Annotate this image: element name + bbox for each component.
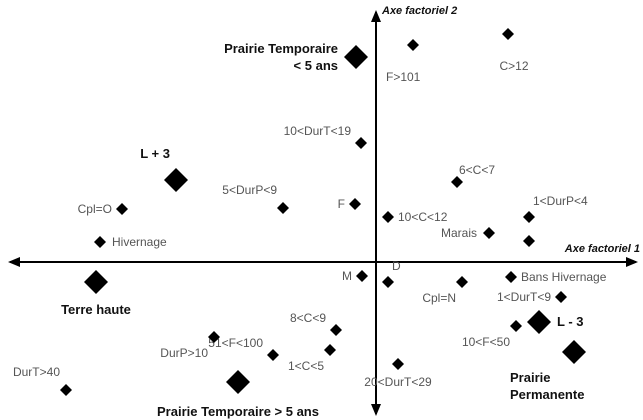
data-point-marker — [483, 227, 495, 239]
point-label: L + 3 — [140, 146, 170, 161]
data-point-marker — [277, 202, 289, 214]
point-label: 1<DurT<9 — [497, 290, 551, 304]
x-axis-arrow-right — [626, 257, 638, 267]
point-label: 5<DurP<9 — [222, 183, 277, 197]
data-point-marker — [60, 384, 72, 396]
point-label: D — [392, 259, 401, 273]
y-axis-arrow-top — [371, 10, 381, 22]
data-point-marker — [502, 28, 514, 40]
point-label: F>101 — [386, 70, 421, 84]
point-label: Cpl=N — [422, 291, 456, 305]
point-label: Prairie Permanente — [510, 370, 584, 402]
axes-group: Axe factoriel 1 Axe factoriel 2 — [8, 5, 640, 416]
data-point-marker — [523, 235, 535, 247]
data-point-marker — [456, 276, 468, 288]
point-label: Prairie Temporaire > 5 ans — [157, 404, 319, 419]
data-point-marker — [267, 349, 279, 361]
data-point-marker — [382, 211, 394, 223]
data-point-marker — [164, 168, 188, 192]
point-label: Bans Hivernage — [521, 270, 607, 284]
data-point-marker — [94, 236, 106, 248]
point-label: Cpl=O — [78, 202, 112, 216]
point-label: 1<C<5 — [288, 359, 324, 373]
data-point-marker — [356, 270, 368, 282]
point-label: Hivernage — [112, 235, 167, 249]
data-point-marker — [451, 176, 463, 188]
y-axis-label: Axe factoriel 2 — [381, 5, 457, 17]
data-point-marker — [116, 203, 128, 215]
data-point-marker — [392, 358, 404, 370]
point-label: 10<C<12 — [398, 210, 448, 224]
data-point-marker — [355, 137, 367, 149]
data-point-marker — [523, 211, 535, 223]
data-point-marker — [84, 270, 108, 294]
point-label: 6<C<7 — [459, 163, 495, 177]
points-layer: Prairie Temporaire < 5 ans C>12 F>101 10<Dur… — [13, 28, 607, 419]
point-label: DurP>10 — [160, 346, 208, 360]
data-point-marker — [349, 198, 361, 210]
data-point-marker — [562, 340, 586, 364]
data-point-marker — [330, 324, 342, 336]
point-label: Terre haute — [61, 302, 131, 317]
point-label: 8<C<9 — [290, 311, 326, 325]
point-label: Marais — [441, 226, 477, 240]
point-label: 10<F<50 — [462, 335, 510, 349]
data-point-marker — [510, 320, 522, 332]
x-axis-label: Axe factoriel 1 — [564, 243, 640, 255]
x-axis-arrow-left — [8, 257, 20, 267]
data-point-marker — [344, 45, 368, 69]
data-point-marker — [527, 310, 551, 334]
data-point-marker — [555, 291, 567, 303]
data-point-marker — [226, 370, 250, 394]
point-label: 10<DurT<19 — [284, 124, 352, 138]
data-point-marker — [208, 331, 220, 343]
point-label: M — [342, 269, 352, 283]
data-point-marker — [324, 344, 336, 356]
point-label: C>12 — [499, 59, 528, 73]
point-label: F — [338, 197, 345, 211]
data-point-marker — [505, 271, 517, 283]
point-label: 1<DurP<4 — [533, 194, 588, 208]
data-point-marker — [407, 39, 419, 51]
y-axis-arrow-bottom — [371, 404, 381, 416]
point-label: DurT>40 — [13, 365, 60, 379]
point-label: 20<DurT<29 — [364, 375, 432, 389]
data-point-marker — [382, 276, 394, 288]
point-label: Prairie Temporaire < 5 ans — [224, 41, 338, 73]
point-label: 51<F<100 — [208, 336, 263, 350]
point-label: L - 3 — [557, 314, 584, 329]
